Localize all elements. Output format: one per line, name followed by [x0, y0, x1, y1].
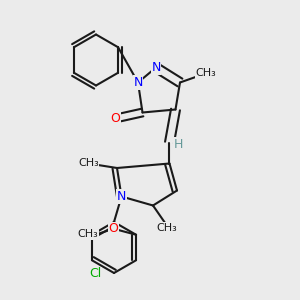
Text: H: H — [174, 137, 183, 151]
Text: N: N — [151, 61, 161, 74]
Text: Cl: Cl — [89, 267, 101, 280]
Text: CH₃: CH₃ — [78, 229, 98, 239]
Text: CH₃: CH₃ — [78, 158, 99, 169]
Text: CH₃: CH₃ — [156, 223, 177, 233]
Text: CH₃: CH₃ — [195, 68, 216, 79]
Text: N: N — [117, 190, 126, 203]
Text: O: O — [109, 222, 118, 235]
Text: N: N — [133, 76, 143, 89]
Text: O: O — [111, 112, 120, 125]
